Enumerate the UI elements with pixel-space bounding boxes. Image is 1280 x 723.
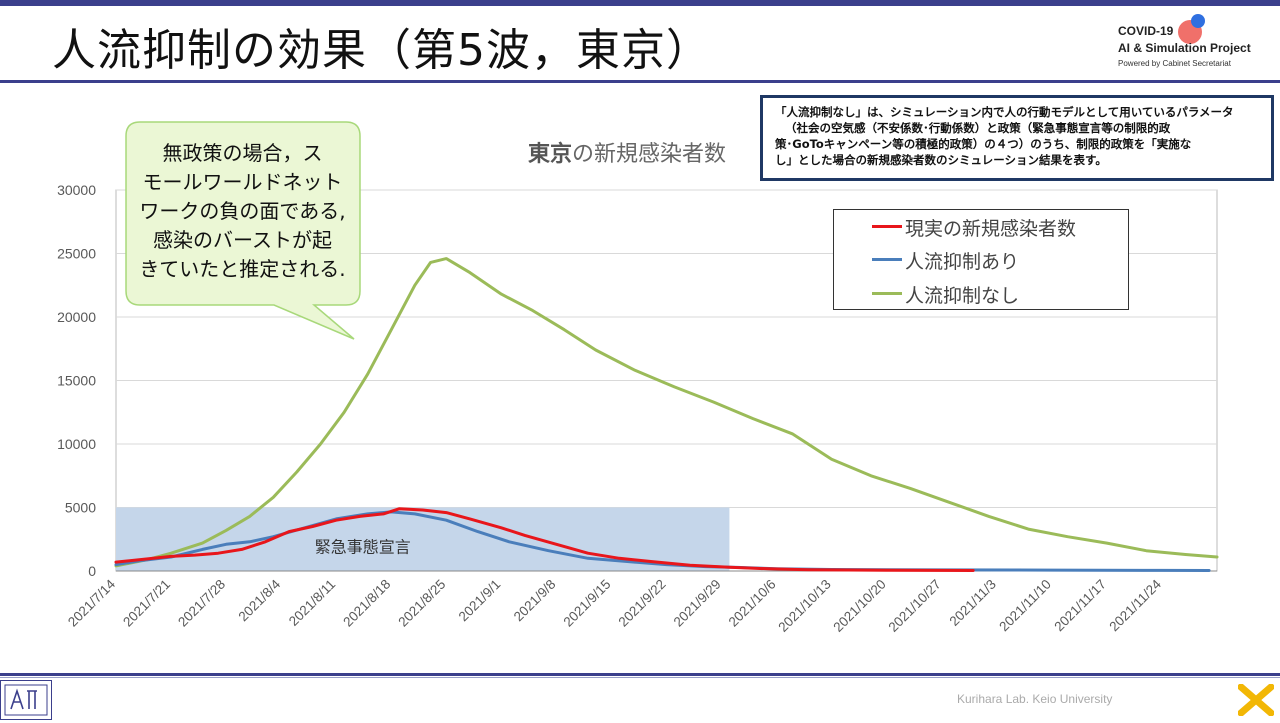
x-tick-label: 2021/9/8	[511, 577, 559, 625]
title-divider	[0, 80, 1280, 83]
note-line: 策･GoToキャンペーン等の積極的政策）の４つ）のうち、制限的政策を「実施な	[775, 137, 1192, 151]
slide-title: 人流抑制の効果（第5波，東京）	[52, 25, 711, 76]
x-tick-label: 2021/7/28	[175, 577, 228, 630]
note-line: （社会の空気感（不安係数･行動係数）と政策（緊急事態宣言等の制限的政	[785, 121, 1171, 135]
chart-title-region: 東京	[528, 142, 573, 167]
x-tick-label: 2021/7/14	[65, 576, 118, 629]
x-tick-label: 2021/11/17	[1051, 577, 1109, 635]
lab-logo-mark	[4, 684, 48, 716]
x-tick-label: 2021/8/25	[395, 577, 448, 630]
x-tick-label: 2021/8/11	[286, 577, 338, 629]
x-tick-label: 2021/10/20	[830, 577, 888, 635]
emergency-label: 緊急事態宣言	[315, 538, 411, 557]
series-line-real	[114, 507, 975, 572]
y-tick-label: 15000	[57, 373, 96, 389]
x-tick-label: 2021/9/1	[456, 577, 504, 625]
y-tick-label: 5000	[65, 500, 96, 516]
logo-line-1: COVID-19	[1118, 24, 1174, 38]
y-tick-label: 20000	[57, 309, 96, 325]
y-tick-label: 10000	[57, 436, 96, 452]
callout-line: 無政策の場合，ス	[162, 141, 323, 165]
x-tick-label: 2021/7/21	[120, 577, 173, 630]
legend-swatch-real	[872, 225, 902, 228]
x-tick-label: 2021/9/22	[616, 577, 669, 630]
chart-legend: 現実の新規感染者数 人流抑制あり 人流抑制なし	[833, 209, 1129, 310]
legend-swatch-with-restriction	[872, 258, 902, 261]
x-tick-label: 2021/10/13	[775, 577, 833, 635]
chart-title-rest: の新規感染者数	[572, 142, 727, 167]
lab-logo	[0, 680, 52, 720]
legend-label-real: 現実の新規感染者数	[905, 218, 1077, 240]
series-line-without-restriction	[114, 257, 1219, 568]
legend-label-without-restriction: 人流抑制なし	[905, 285, 1020, 307]
legend-swatch-without-restriction	[872, 292, 902, 295]
logo-line-2: AI & Simulation Project	[1118, 41, 1251, 55]
x-tick-label: 2021/9/29	[671, 577, 724, 630]
x-tick-label: 2021/8/18	[340, 577, 393, 630]
y-tick-label: 0	[88, 563, 96, 579]
explanation-note: 「人流抑制なし」は、シミュレーション内で人の行動モデルとして用いているパラメータ…	[760, 95, 1274, 181]
callout-line: きていたと推定される.	[139, 257, 346, 281]
x-tick-label: 2021/10/6	[726, 577, 779, 630]
footer-credit: Kurihara Lab. Keio University	[957, 692, 1113, 706]
x-tick-label: 2021/11/3	[947, 577, 999, 629]
callout-line: モールワールドネット	[142, 170, 343, 194]
footer-divider	[0, 673, 1280, 676]
callout-line: ワークの負の面である,	[139, 199, 346, 223]
callout-bubble: 無政策の場合，ス モールワールドネット ワークの負の面である, 感染のバーストが…	[124, 121, 361, 340]
top-accent-bar	[0, 0, 1280, 6]
footer-divider-thin	[0, 677, 1280, 678]
note-line: 「人流抑制なし」は、シミュレーション内で人の行動モデルとして用いているパラメータ	[775, 105, 1234, 119]
y-tick-label: 25000	[57, 246, 96, 262]
legend-label-with-restriction: 人流抑制あり	[905, 251, 1020, 273]
callout-line: 感染のバーストが起	[153, 228, 332, 252]
y-tick-label: 30000	[57, 182, 96, 198]
chart-title: 東京の新規感染者数	[528, 136, 726, 168]
x-mark-shape	[1237, 683, 1275, 717]
x-tick-label: 2021/11/10	[996, 577, 1054, 635]
note-line: し」とした場合の新規感染者数のシミュレーション結果を表す。	[775, 153, 1107, 167]
x-tick-label: 2021/11/24	[1106, 576, 1164, 634]
logo-blue-dot	[1191, 14, 1205, 28]
x-tick-label: 2021/9/15	[560, 577, 613, 630]
callout-text: 無政策の場合，ス モールワールドネット ワークの負の面である, 感染のバーストが…	[124, 139, 361, 284]
covid-ai-project-logo: COVID-19 AI & Simulation Project Powered…	[1118, 14, 1278, 72]
x-tick-label: 2021/10/27	[885, 577, 943, 635]
x-mark-icon	[1237, 683, 1275, 717]
callout-shape	[125, 121, 361, 340]
x-tick-label: 2021/8/4	[235, 576, 283, 624]
logo-line-3: Powered by Cabinet Secretariat	[1118, 59, 1231, 68]
